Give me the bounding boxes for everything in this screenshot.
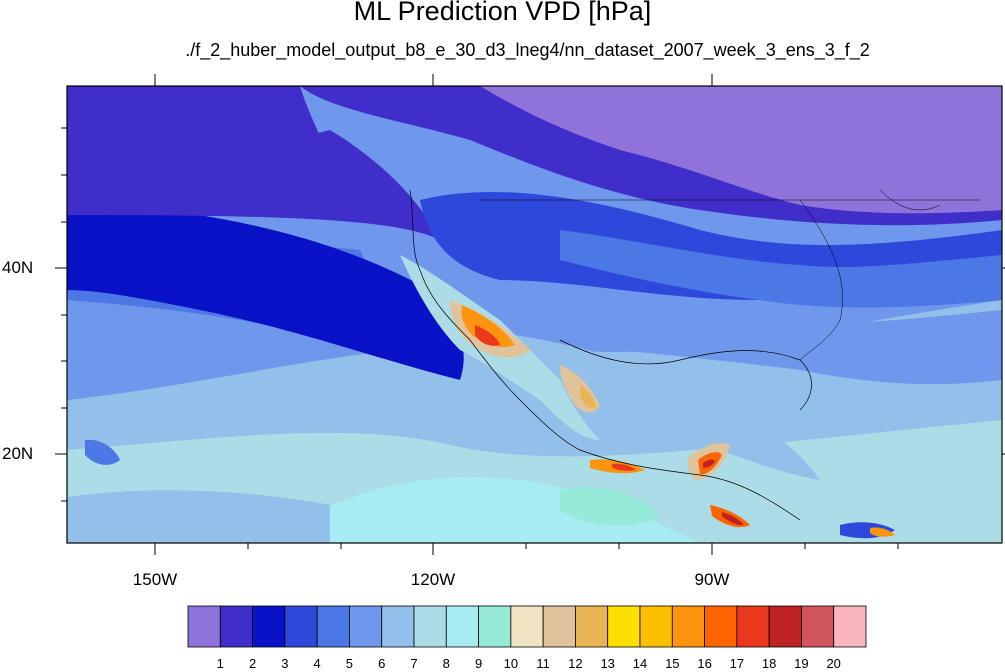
colorbar-tick-label: 3 (281, 656, 289, 671)
colorbar-swatch (478, 605, 512, 648)
colorbar-tick-label: 15 (665, 656, 680, 671)
colorbar-swatch (542, 605, 576, 648)
colorbar-swatch (671, 605, 705, 648)
colorbar-swatch (575, 605, 609, 648)
page-title: ML Prediction VPD [hPa] (353, 0, 652, 26)
colorbar-tick-label: 18 (761, 656, 777, 671)
colorbar-tick-label: 20 (826, 656, 841, 671)
colorbar-swatch (219, 605, 253, 648)
colorbar-swatch (639, 605, 673, 648)
lat-label-20n: 20N (2, 444, 34, 463)
page-subtitle: ./f_2_huber_model_output_b8_e_30_d3_lneg… (185, 40, 870, 60)
colorbar-swatch (316, 605, 350, 648)
lon-label-150w: 150W (132, 570, 178, 589)
colorbar-swatch (736, 605, 770, 648)
colorbar-swatch (801, 605, 835, 648)
colorbar-tick-label: 7 (410, 656, 418, 671)
colorbar-swatch (510, 605, 544, 648)
colorbar-tick-label: 17 (729, 656, 745, 671)
axis-ticks (55, 74, 1005, 555)
colorbar-swatch (187, 605, 221, 648)
colorbar-swatch (607, 605, 641, 648)
colorbar-swatch (284, 605, 318, 648)
colorbar-tick-label: 6 (378, 656, 386, 671)
colorbar-swatch (252, 605, 286, 648)
colorbar-tick-label: 8 (442, 656, 450, 671)
colorbar-tick-label: 1 (216, 656, 224, 671)
lon-label-90w: 90W (694, 570, 730, 589)
colorbar (187, 605, 867, 648)
colorbar-swatch (704, 605, 738, 648)
colorbar-tick-label: 11 (536, 656, 550, 671)
colorbar-swatch (833, 605, 867, 648)
colorbar-swatch (413, 605, 447, 648)
colorbar-tick-label: 16 (697, 656, 712, 671)
vpd-field (67, 86, 1002, 543)
colorbar-tick-label: 10 (503, 656, 519, 671)
colorbar-tick-label: 2 (248, 656, 257, 671)
colorbar-tick-label: 5 (345, 656, 353, 671)
lon-label-120w: 120W (410, 570, 456, 589)
colorbar-tick-label: 14 (632, 656, 648, 671)
colorbar-tick-label: 13 (600, 656, 615, 671)
colorbar-tick-label: 9 (474, 656, 483, 671)
colorbar-swatch (381, 605, 415, 648)
colorbar-swatch (349, 605, 383, 648)
colorbar-swatch (768, 605, 802, 648)
lat-label-40n: 40N (2, 258, 34, 277)
colorbar-tick-label: 19 (794, 656, 809, 671)
colorbar-swatch (445, 605, 479, 648)
colorbar-tick-label: 12 (568, 656, 583, 671)
colorbar-tick-label: 4 (313, 656, 321, 671)
